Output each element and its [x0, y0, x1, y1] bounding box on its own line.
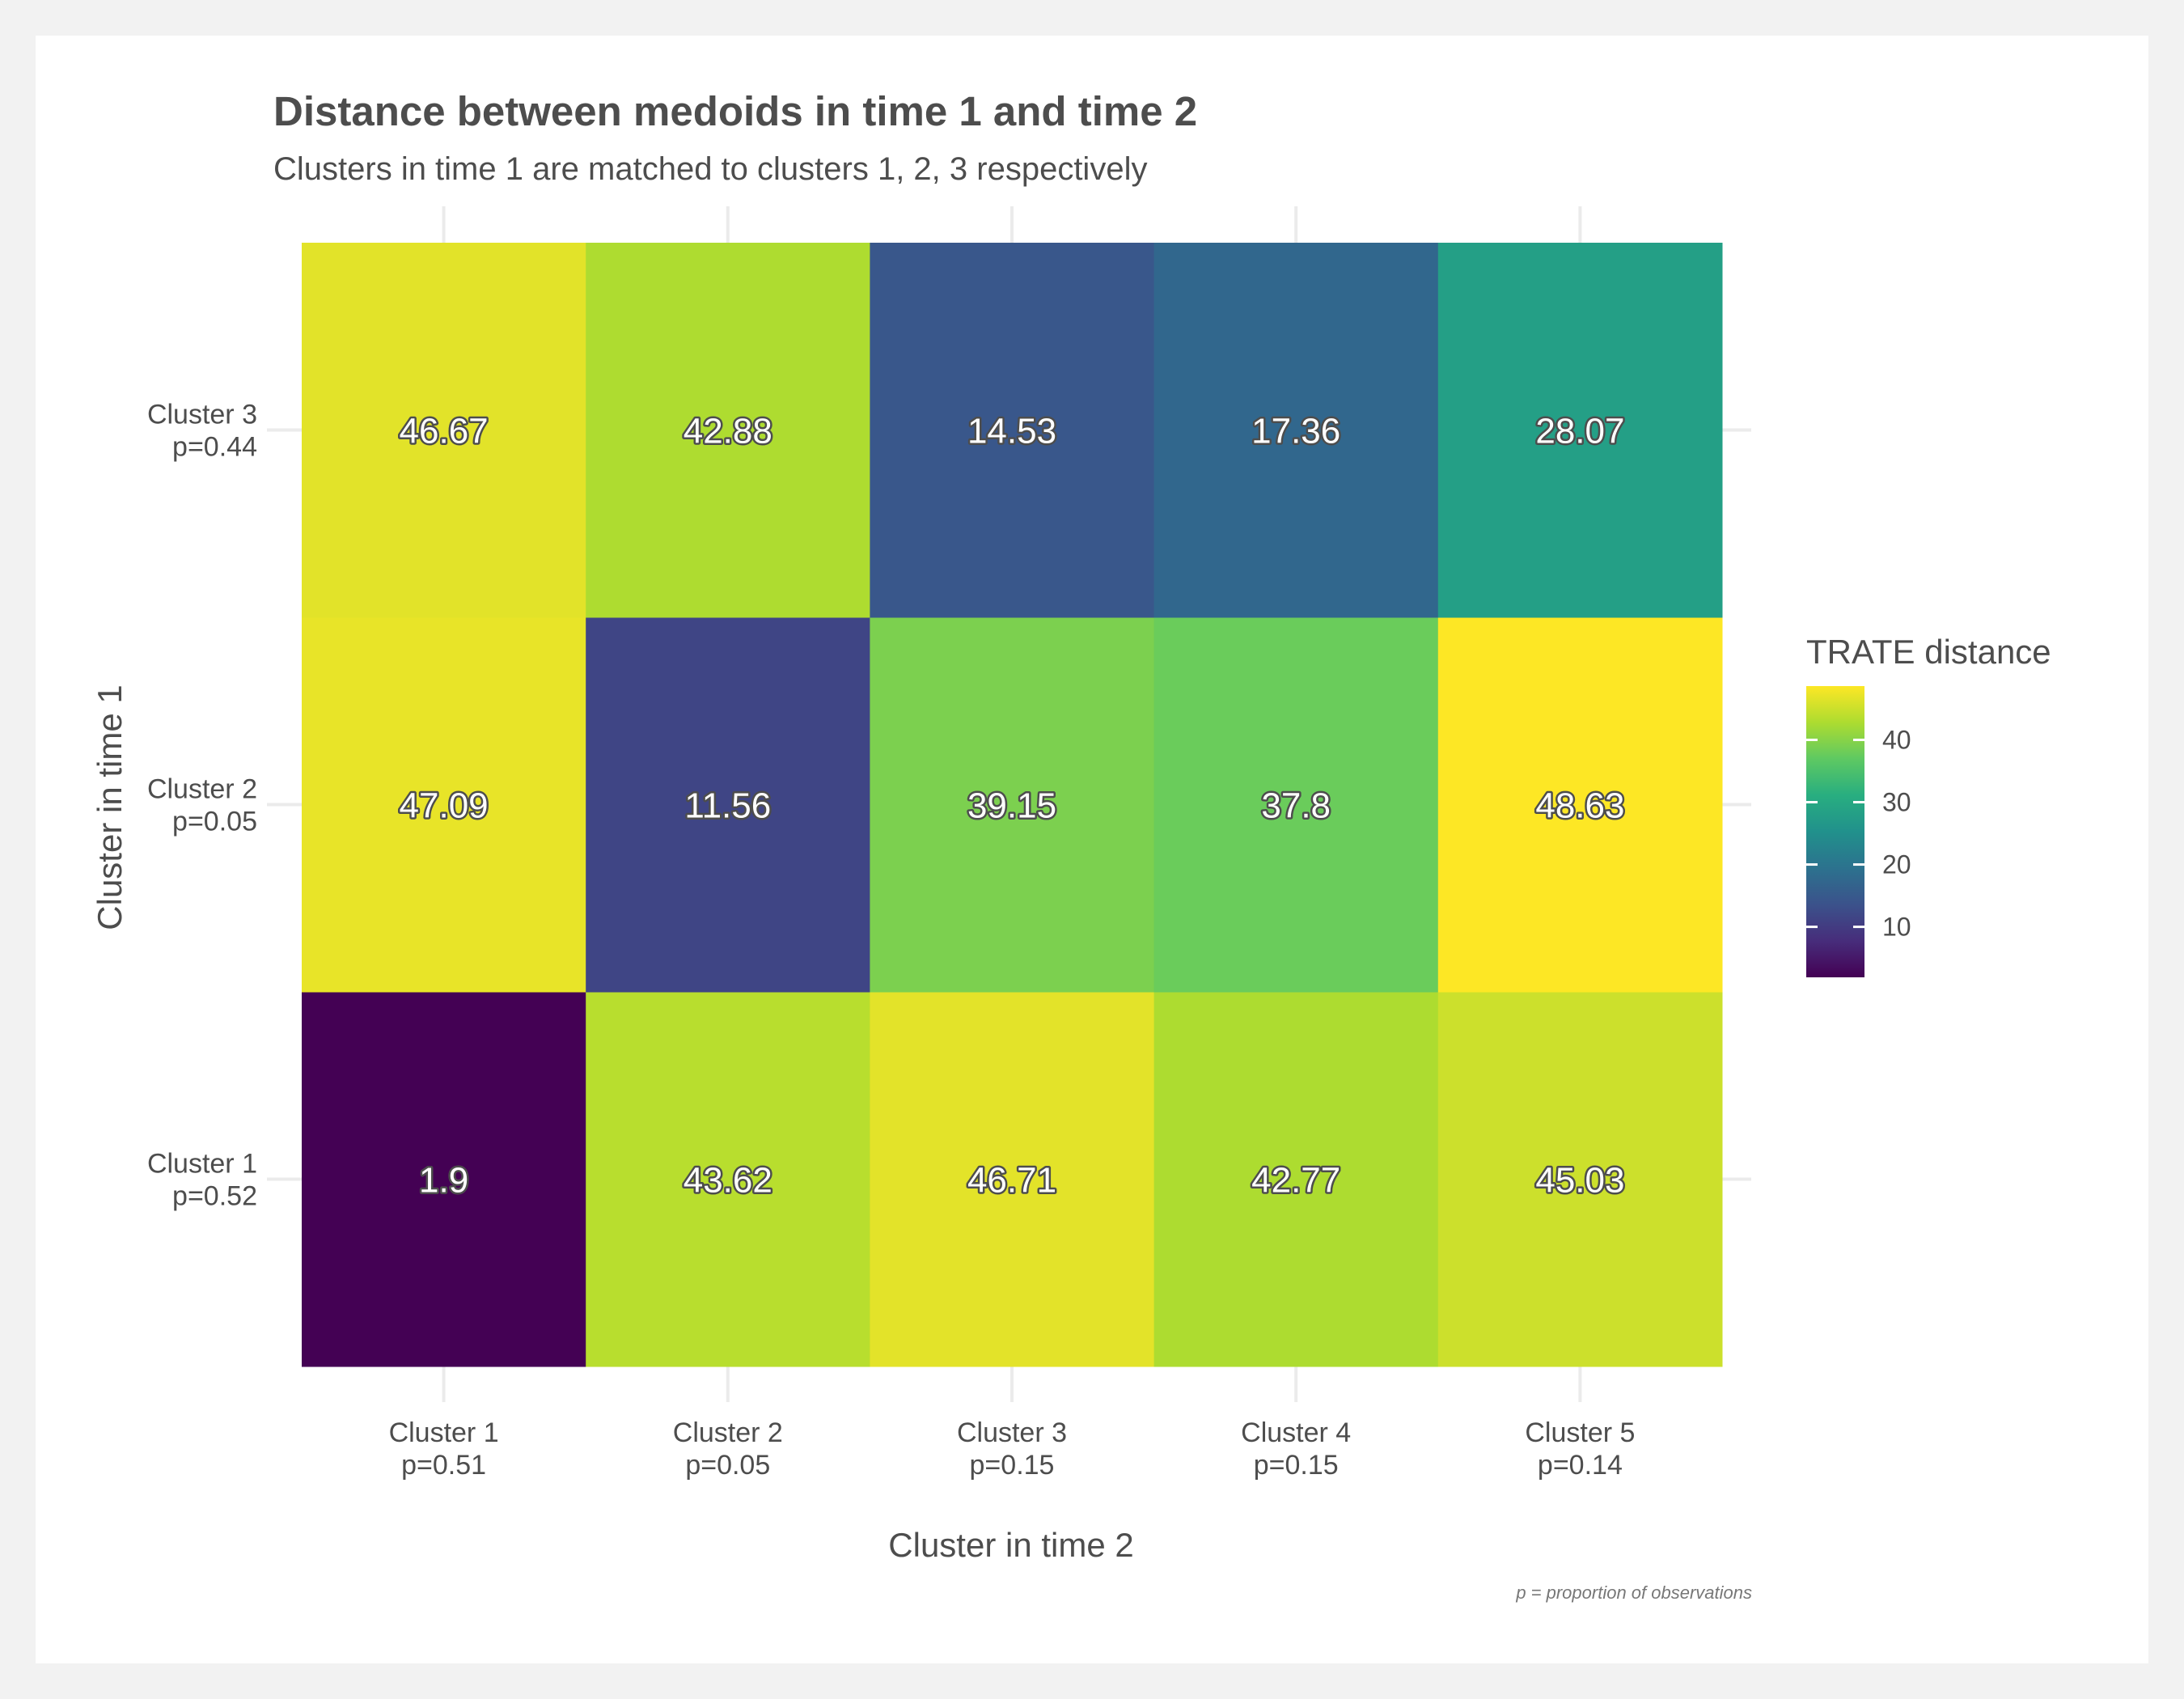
cell-value-label: 17.36: [1251, 412, 1340, 451]
cell-value-label: 46.67: [400, 412, 489, 451]
cell-value-label: 1.9: [419, 1161, 468, 1201]
legend-tick-label: 40: [1882, 725, 1911, 754]
heatmap-cell: [302, 243, 586, 618]
heatmap-cell: [586, 617, 870, 993]
heatmap-cell: [1437, 243, 1723, 618]
heatmap-cells: [302, 243, 1723, 1367]
y-axis-tick-labels: Cluster 1p=0.52 Cluster 2p=0.05 Cluster 3p…: [147, 400, 257, 1212]
cell-value-label: 43.62: [684, 1161, 772, 1201]
x-tick-proportion: p=0.51: [401, 1450, 486, 1481]
legend-tick-label: 20: [1882, 850, 1911, 879]
heatmap-cell: [870, 992, 1155, 1367]
cell-value-label: 42.88: [684, 412, 772, 451]
y-axis-title: Cluster in time 1: [91, 684, 129, 930]
x-tick-proportion: p=0.05: [685, 1450, 770, 1481]
x-tick-label: Cluster 5: [1525, 1417, 1635, 1448]
chart-subtitle: Clusters in time 1 are matched to cluste…: [273, 151, 1147, 187]
heatmap-cell: [586, 992, 870, 1367]
x-tick-label: Cluster 2: [673, 1417, 783, 1448]
heatmap-cell: [302, 992, 586, 1367]
legend-tick-label: 10: [1882, 913, 1911, 942]
x-tick-proportion: p=0.15: [1254, 1450, 1339, 1481]
legend-colorbar: [1806, 686, 1864, 977]
heatmap-cell: [1153, 243, 1439, 618]
cell-value-label: 42.77: [1251, 1161, 1340, 1201]
caption: p = proportion of observations: [1515, 1582, 1752, 1603]
cell-value-label: 48.63: [1535, 786, 1624, 826]
cell-value-labels: 1.9 43.62 46.71 42.77 45.03 47.09 11.56 39.15 37…: [397, 409, 1627, 1202]
y-tick-label: Cluster 3: [147, 400, 257, 430]
cell-value-label: 45.03: [1535, 1161, 1624, 1201]
cell-value-label: 39.15: [967, 786, 1056, 826]
heatmap-cell: [586, 243, 870, 618]
cell-value-label: 28.07: [1535, 412, 1624, 451]
x-tick-label: Cluster 3: [957, 1417, 1067, 1448]
x-axis-title: Cluster in time 2: [888, 1526, 1133, 1564]
chart-title: Distance between medoids in time 1 and t…: [273, 88, 1197, 134]
legend-tick-label: 30: [1882, 788, 1911, 817]
y-tick-proportion: p=0.05: [172, 807, 257, 837]
legend-ticks: 10 20 30 40: [1806, 725, 1911, 942]
cell-value-label: 14.53: [967, 412, 1056, 451]
cell-value-label: 47.09: [400, 786, 489, 826]
y-tick-label: Cluster 2: [147, 774, 257, 805]
cell-value-label: 11.56: [684, 786, 771, 826]
x-tick-label: Cluster 1: [389, 1417, 499, 1448]
heatmap-cell: [1153, 992, 1439, 1367]
x-tick-proportion: p=0.15: [970, 1450, 1055, 1481]
heatmap-cell: [302, 617, 586, 993]
heatmap-cell: [1437, 617, 1723, 993]
x-tick-proportion: p=0.14: [1538, 1450, 1623, 1481]
legend-title: TRATE distance: [1806, 633, 2051, 671]
y-tick-label: Cluster 1: [147, 1149, 257, 1180]
x-tick-label: Cluster 4: [1241, 1417, 1351, 1448]
heatmap-cell: [870, 617, 1155, 993]
heatmap-cell: [1437, 992, 1723, 1367]
y-tick-proportion: p=0.44: [172, 432, 257, 463]
cell-value-label: 37.8: [1261, 786, 1331, 826]
cell-value-label: 46.71: [967, 1161, 1056, 1201]
heatmap-cell: [1153, 617, 1439, 993]
heatmap-cell: [870, 243, 1155, 618]
y-tick-proportion: p=0.52: [172, 1181, 257, 1212]
color-legend: TRATE distance 10 20 30 40: [1806, 633, 2051, 977]
